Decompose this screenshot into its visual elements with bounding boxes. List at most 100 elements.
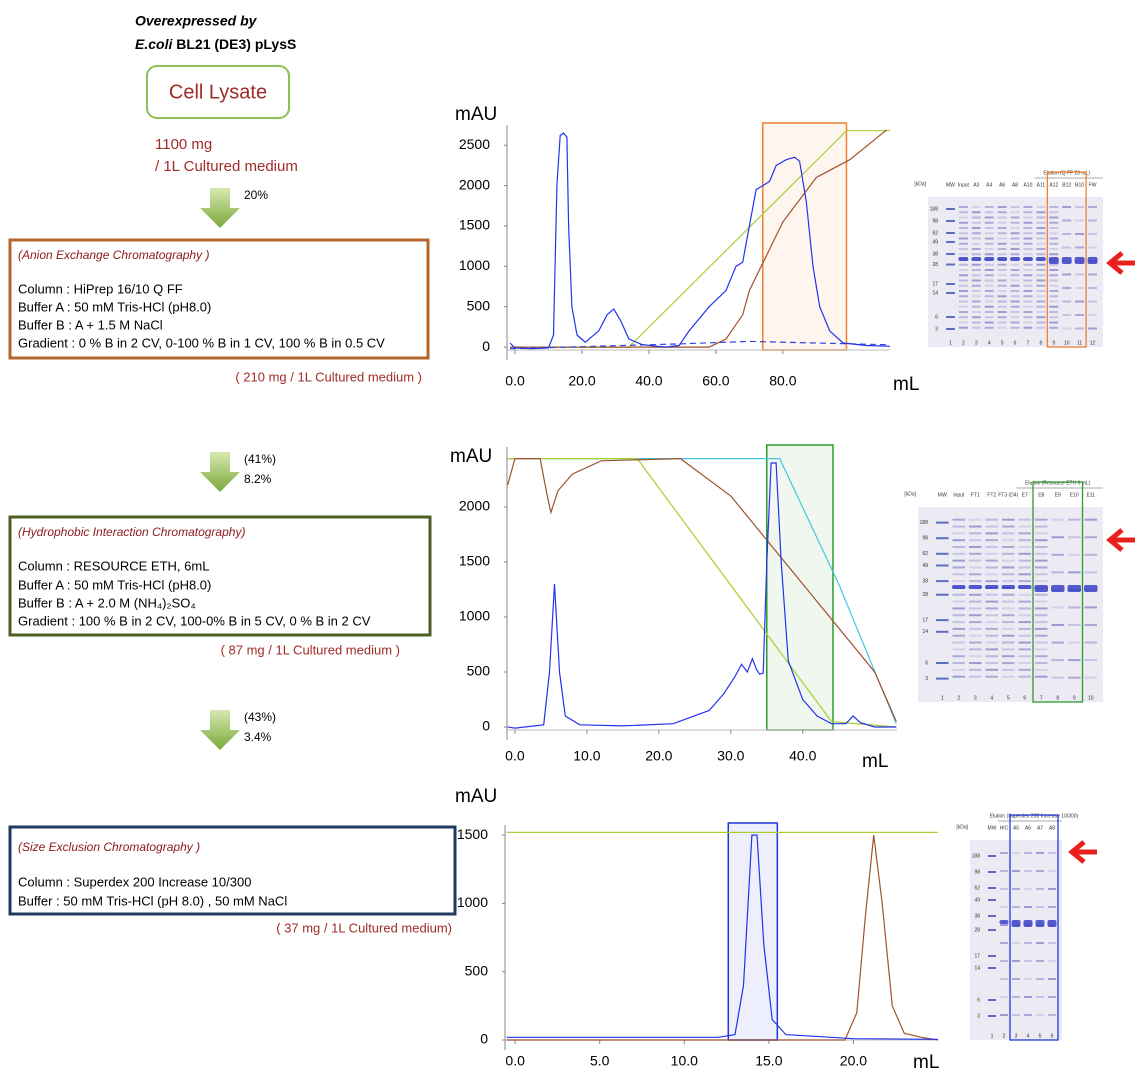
gel-band (969, 675, 982, 678)
header-line: Overexpressed by (135, 13, 258, 29)
gel-band (1002, 634, 1015, 637)
gel-band (958, 321, 968, 324)
gel-lane-number: 8 (1039, 340, 1042, 346)
gel-marker: 3 (977, 1013, 980, 1019)
gel-marker: 188 (930, 206, 939, 212)
gel-band (958, 300, 968, 303)
gel-band (952, 552, 965, 555)
step-line: Gradient : 100 % B in 2 CV, 100-0% B in … (18, 613, 371, 628)
gel-lane-label: A10 (1024, 182, 1033, 188)
gel-band (936, 521, 949, 524)
gel-lane-label: A8 (1012, 182, 1018, 188)
gel-band (1036, 248, 1046, 250)
gel-band (984, 316, 994, 319)
gel-band (1018, 518, 1031, 521)
gel-band (1012, 978, 1020, 980)
gel-band (1012, 852, 1020, 854)
gel-band (971, 257, 982, 261)
gel-band (1062, 287, 1072, 289)
gel-band (1049, 300, 1059, 303)
gel-band (1035, 552, 1048, 555)
gel-band (1088, 327, 1097, 330)
gel-band (1023, 253, 1033, 256)
step-line: Gradient : 0 % B in 2 CV, 0-100 % B in 1… (18, 335, 385, 350)
chromatogram: 0 500 1000 1500 0.0 5.0 10.0 15.0 20.0 mAU mL (455, 786, 939, 1072)
gel-band (952, 662, 965, 665)
gel-band (1000, 1014, 1008, 1016)
gel-band (1012, 888, 1020, 890)
gel-band (958, 232, 968, 235)
gel-band (1035, 559, 1048, 562)
gel-band (1036, 978, 1044, 980)
gel-band (985, 539, 998, 542)
gel-band (971, 206, 981, 208)
gel-band (1049, 326, 1059, 329)
gel-band (985, 621, 998, 624)
gel-band (1023, 227, 1033, 229)
gel-band (971, 305, 981, 308)
gel-band (997, 257, 1008, 261)
y-tick-label: 0 (480, 1031, 488, 1047)
gel-band (1088, 287, 1097, 289)
gel-band (985, 607, 998, 610)
gel-band (969, 668, 982, 671)
gel-lane-number: 1 (941, 695, 944, 701)
gel-band (969, 607, 982, 610)
gel-band (985, 600, 998, 603)
red-arrow (1068, 840, 1097, 864)
gel-band (936, 619, 949, 622)
gel-band (1010, 326, 1020, 329)
gel-marker: 98 (974, 869, 980, 875)
gel-band (1002, 546, 1015, 548)
gel-band (997, 305, 1007, 308)
y-tick-label: 1000 (459, 608, 490, 624)
gel-band (1088, 246, 1097, 249)
gel-lane-number: 11 (1077, 340, 1082, 346)
gel-lane-label: E7 (1022, 492, 1028, 498)
gel-band (988, 855, 996, 857)
x-tick-label: 20.0 (645, 748, 672, 764)
y-tick-label: 1000 (457, 894, 488, 910)
gel-lane-number: 4 (988, 340, 991, 346)
gel-band (1084, 518, 1097, 521)
gel-band (1036, 295, 1046, 298)
gel-band (984, 326, 994, 329)
gel-band (984, 253, 994, 256)
fraction-highlight (766, 444, 834, 731)
gel-lane-label: MW (988, 825, 997, 831)
gel-band (1067, 585, 1081, 592)
gel-marker: 62 (974, 885, 980, 891)
gel-band (958, 263, 968, 266)
chromatogram: 0 500 1000 1500 2000 2500 0.0 20.0 40.0 60.0 80.0 m… (455, 104, 919, 395)
gel-band (1049, 274, 1059, 277)
gel-marker: 62 (932, 230, 938, 236)
gel-lane-number: 1 (949, 340, 952, 346)
y-tick-label: 1500 (457, 826, 488, 842)
start-box (146, 65, 290, 119)
gel-band (984, 311, 994, 313)
trace (507, 458, 897, 728)
gel-band (1068, 676, 1081, 679)
gel-lane-number: 9 (1073, 695, 1076, 701)
gel-band (971, 284, 981, 287)
gel-band (997, 326, 1007, 329)
step-line: Buffer A : 50 mM Tris-HCl (pH8.0) (18, 299, 211, 314)
gel-band (988, 899, 996, 901)
gel-band (1035, 662, 1048, 665)
gel-band (985, 648, 998, 651)
gel-band (1000, 852, 1008, 854)
x-tick-label: 10.0 (671, 1053, 698, 1069)
start-yield: / 1L Cultured medium (155, 158, 298, 175)
gel-band (946, 283, 955, 285)
gel-marker: 38 (922, 578, 928, 584)
gel-band (985, 668, 998, 671)
arrow-label: 3.4% (244, 730, 272, 744)
gel-band (1084, 606, 1097, 609)
gel-lane-number: 5 (1001, 340, 1004, 346)
gel-band (971, 253, 981, 256)
gel-band (971, 321, 981, 324)
gel-band (1000, 960, 1008, 962)
x-tick-label: 80.0 (769, 373, 796, 389)
gel-band (997, 206, 1007, 208)
